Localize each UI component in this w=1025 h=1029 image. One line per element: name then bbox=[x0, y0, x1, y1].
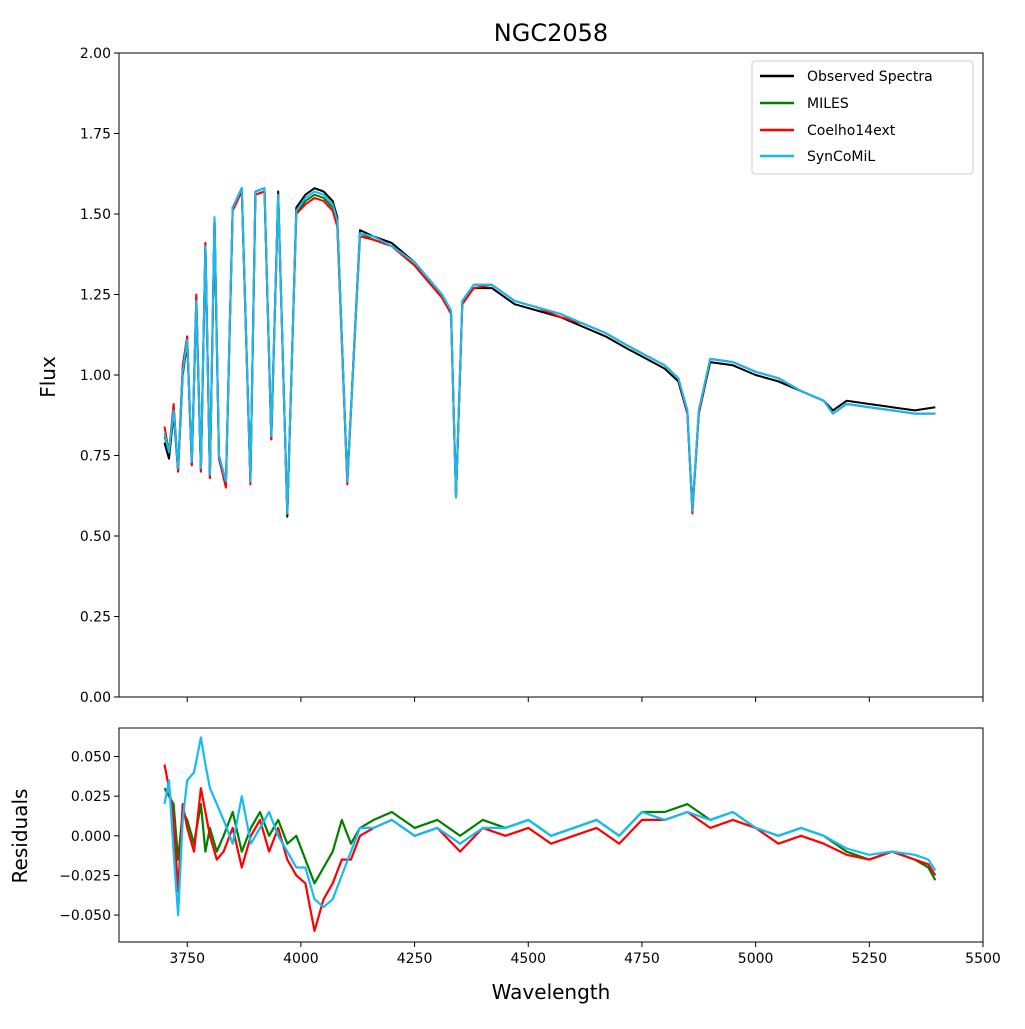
legend-label-miles: MILES bbox=[807, 96, 849, 112]
top-y-tick-label: 1.00 bbox=[80, 368, 111, 384]
bottom-x-tick-label: 5250 bbox=[851, 951, 887, 967]
top-y-tick-label: 0.50 bbox=[80, 529, 111, 545]
bottom-x-tick-label: 4750 bbox=[624, 951, 660, 967]
bottom-x-tick-label: 4000 bbox=[283, 951, 319, 967]
bottom-series-coelho14ext bbox=[163, 764, 937, 933]
bottom-y-tick-label: −0.025 bbox=[59, 868, 111, 884]
bottom-y-tick-label: 0.050 bbox=[71, 750, 111, 766]
legend: Observed Spectra MILES Coelho14ext SynCo… bbox=[751, 60, 974, 175]
legend-label-syncomil: SynCoMiL bbox=[807, 149, 875, 165]
legend-item-miles: MILES bbox=[760, 96, 849, 112]
top-y-tick-label: 0.75 bbox=[80, 449, 111, 465]
top-y-axis-label: Flux bbox=[36, 356, 60, 398]
bottom-x-tick-label: 4250 bbox=[397, 951, 433, 967]
chart-title: NGC2058 bbox=[494, 19, 608, 47]
bottom-x-tick-label: 5500 bbox=[965, 951, 1001, 967]
top-y-tick-label: 2.00 bbox=[80, 46, 111, 62]
top-y-tick-label: 0.25 bbox=[80, 610, 111, 626]
top-series-lines bbox=[163, 187, 936, 518]
legend-item-observed: Observed Spectra bbox=[760, 69, 933, 85]
top-y-tick-label: 0.00 bbox=[80, 690, 111, 706]
bottom-x-ticks: 3750 4000 4250 4500 4750 5000 5250 5500 bbox=[169, 942, 1001, 967]
top-series-syncomil bbox=[163, 187, 936, 515]
bottom-series-syncomil bbox=[163, 736, 937, 917]
bottom-series-lines bbox=[163, 736, 937, 933]
bottom-y-tick-label: −0.050 bbox=[59, 908, 111, 924]
bottom-y-ticks: −0.050 −0.025 0.000 0.025 0.050 bbox=[59, 750, 119, 924]
bottom-y-tick-label: 0.025 bbox=[71, 789, 111, 805]
bottom-x-tick-label: 3750 bbox=[169, 951, 205, 967]
legend-label-coelho: Coelho14ext bbox=[807, 123, 896, 139]
bottom-plot-frame bbox=[118, 727, 984, 943]
top-plot-frame bbox=[118, 52, 984, 698]
top-y-tick-label: 1.50 bbox=[80, 207, 111, 223]
bottom-y-axis-label: Residuals bbox=[8, 789, 32, 884]
top-x-ticks bbox=[186, 697, 984, 702]
legend-item-syncomil: SynCoMiL bbox=[760, 149, 875, 165]
bottom-x-tick-label: 5000 bbox=[738, 951, 774, 967]
top-y-tick-label: 1.25 bbox=[80, 288, 111, 304]
bottom-y-tick-label: 0.000 bbox=[71, 829, 111, 845]
legend-label-observed: Observed Spectra bbox=[807, 69, 933, 85]
bottom-x-tick-label: 4500 bbox=[510, 951, 546, 967]
legend-item-coelho: Coelho14ext bbox=[760, 123, 896, 139]
legend-box bbox=[751, 60, 974, 175]
x-axis-label: Wavelength bbox=[492, 980, 611, 1004]
top-y-ticks: 0.00 0.25 0.50 0.75 1.00 1.25 1.50 1.75 2.00 bbox=[80, 46, 119, 706]
top-y-tick-label: 1.75 bbox=[80, 127, 111, 143]
